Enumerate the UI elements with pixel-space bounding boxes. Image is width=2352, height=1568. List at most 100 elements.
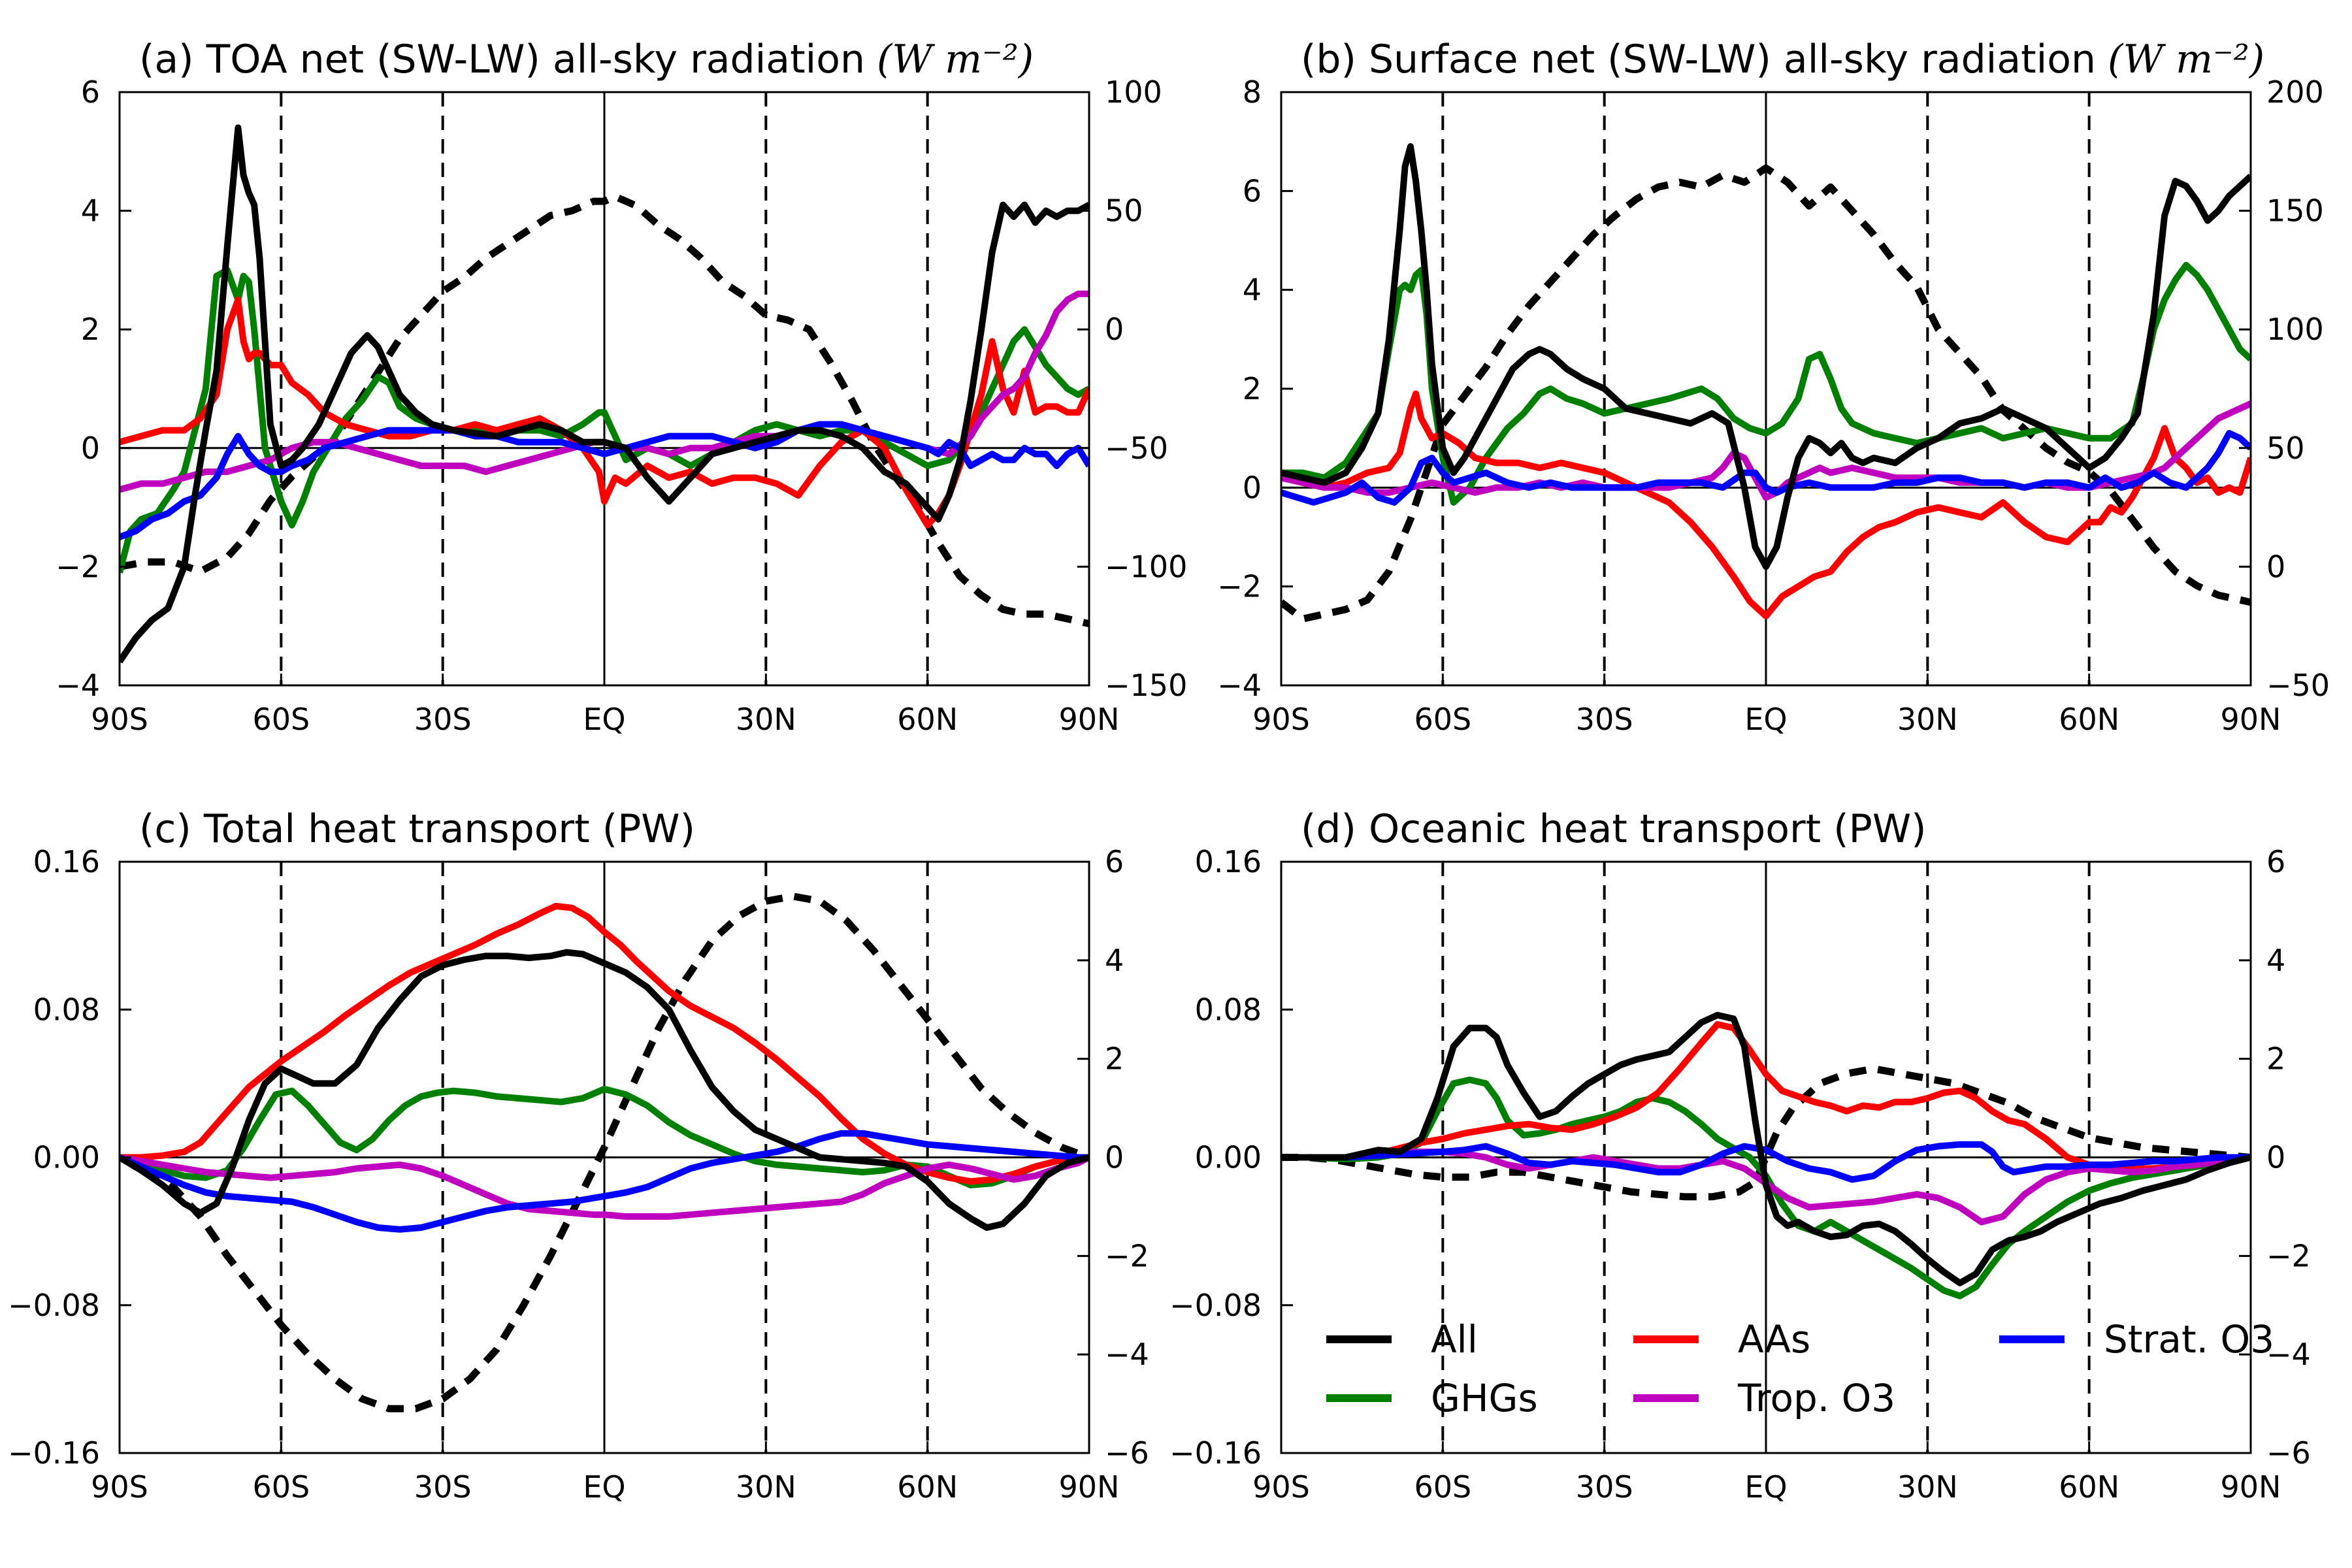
- x-tick-label: 30N: [1897, 1469, 1958, 1505]
- legend-entry-trop-o3: Trop. O3: [1633, 1376, 1895, 1420]
- series-line-all: [1281, 1011, 2251, 1286]
- x-tick-label: 60N: [897, 1469, 958, 1505]
- y2-tick-label: 0: [1105, 1140, 1124, 1175]
- x-tick-label: 60S: [252, 1469, 310, 1505]
- y-tick-label: −0.08: [1169, 1288, 1262, 1323]
- legend: All AAs Strat. O3 GHGs Trop. O3: [1326, 1317, 2274, 1420]
- y2-tick-label: −2: [1105, 1238, 1149, 1273]
- series-line-all: [120, 949, 1089, 1231]
- x-tick-label: EQ: [583, 1469, 625, 1505]
- y2-tick-label: −4: [1105, 1337, 1149, 1372]
- y-tick-label: 0.00: [1195, 1140, 1262, 1175]
- series-group: [120, 892, 1089, 1413]
- series-line-aas: [120, 296, 1089, 529]
- x-tick-label: 30S: [1576, 1469, 1633, 1505]
- x-tick-label: 90S: [1252, 702, 1310, 737]
- panel-title: (b) Surface net (SW-LW) all-sky radiatio…: [1301, 37, 2264, 82]
- x-tick-label: EQ: [583, 702, 625, 737]
- y2-tick-label: 100: [1105, 74, 1162, 110]
- series-line-all: [1281, 143, 2251, 570]
- panel-units: (W m⁻²): [2108, 37, 2264, 82]
- panel-d: 90S 60S 30S EQ 30N 60N 90N −0.16 −0.08 0.00 0.08 0.…: [1169, 806, 2311, 1505]
- y-tick-label: −0.08: [8, 1288, 100, 1323]
- series-line-trop-o3: [1281, 1149, 2251, 1226]
- y2-tick-label: 2: [2266, 1041, 2285, 1077]
- y-tick-label: 2: [1243, 371, 1262, 406]
- y2-tick-label: −6: [1105, 1435, 1149, 1471]
- legend-label: AAs: [1738, 1317, 1810, 1362]
- panel-units: (W m⁻²): [877, 37, 1034, 82]
- series-line-strat-o3: [1281, 430, 2251, 506]
- x-tick-label: 30S: [1576, 702, 1633, 737]
- y-tick-label: 0.16: [33, 844, 100, 879]
- series-group: [1281, 1011, 2251, 1299]
- y-tick-label: 0.16: [1195, 844, 1262, 879]
- y2-tick-label: −150: [1105, 668, 1187, 703]
- legend-label: Trop. O3: [1737, 1376, 1895, 1420]
- series-group: [1281, 143, 2251, 623]
- y2-tick-label: 50: [2266, 431, 2305, 466]
- y-tick-label: 8: [1243, 74, 1262, 110]
- panel-title: (a) TOA net (SW-LW) all-sky radiation (W …: [139, 37, 1034, 82]
- x-tick-label: 30N: [1897, 702, 1958, 737]
- x-tick-label: 60S: [1414, 1469, 1471, 1505]
- x-tick-label: 90S: [91, 702, 148, 737]
- y-tick-label: 0.08: [1195, 992, 1262, 1027]
- y2-tick-label: −50: [1105, 431, 1168, 466]
- x-tick-label: 90N: [1059, 1469, 1120, 1505]
- y2-tick-label: 200: [2266, 74, 2324, 110]
- x-tick-label: 90S: [1252, 1469, 1310, 1505]
- panel-a: 90S 60S 30S EQ 30N 60N 90N −4 −2 0 2 4 6 −150 −100 −50 0…: [56, 37, 1187, 737]
- panel-title: (c) Total heat transport (PW): [139, 806, 695, 852]
- x-tick-label: 90N: [2221, 1469, 2281, 1505]
- legend-entry-strat-o3: Strat. O3: [1999, 1317, 2274, 1362]
- y2-tick-label: 0: [2266, 549, 2285, 584]
- y-tick-label: −4: [56, 668, 100, 703]
- y-tick-label: 0.00: [33, 1140, 100, 1175]
- y2-tick-label: 100: [2266, 312, 2324, 347]
- x-tick-label: 60S: [1414, 702, 1471, 737]
- y-tick-label: 4: [81, 193, 100, 229]
- y-tick-label: 0: [81, 431, 100, 466]
- series-line-total: [120, 892, 1089, 1413]
- x-tick-label: 30S: [414, 702, 472, 737]
- legend-label: All: [1431, 1317, 1478, 1362]
- y-tick-label: 0.08: [33, 992, 100, 1027]
- y2-tick-label: −2: [2266, 1238, 2311, 1273]
- legend-label: GHGs: [1431, 1376, 1538, 1420]
- series-line-strat-o3: [1281, 1141, 2251, 1183]
- y-tick-label: 6: [81, 74, 100, 110]
- x-tick-label: 90N: [2221, 702, 2281, 737]
- y2-tick-label: 0: [2266, 1140, 2285, 1175]
- legend-entry-aas: AAs: [1633, 1317, 1810, 1362]
- y-tick-label: −0.16: [1169, 1435, 1262, 1471]
- y-tick-label: 4: [1243, 272, 1262, 308]
- y-tick-label: 2: [81, 312, 100, 347]
- panel-c: 90S 60S 30S EQ 30N 60N 90N −0.16 −0.08 0.00 0.08 0.…: [8, 806, 1149, 1505]
- x-tick-label: 60N: [2059, 702, 2119, 737]
- y2-tick-label: 2: [1105, 1041, 1124, 1077]
- x-tick-label: EQ: [1744, 1469, 1787, 1505]
- legend-entry-all: All: [1326, 1317, 1478, 1362]
- x-tick-label: 90S: [91, 1469, 148, 1505]
- panel-title: (d) Oceanic heat transport (PW): [1301, 806, 1927, 852]
- x-tick-label: 90N: [1059, 702, 1120, 737]
- x-tick-label: 60S: [252, 702, 310, 737]
- y2-tick-label: −6: [2266, 1435, 2311, 1471]
- x-tick-label: 30S: [414, 1469, 472, 1505]
- y-tick-label: −4: [1217, 668, 1262, 703]
- y-tick-label: −2: [1217, 569, 1262, 604]
- y2-tick-label: −50: [2266, 668, 2330, 703]
- y2-tick-label: 0: [1105, 312, 1124, 347]
- series-group: [120, 124, 1089, 664]
- x-tick-label: EQ: [1744, 702, 1787, 737]
- panel-b: 90S 60S 30S EQ 30N 60N 90N −4 −2 0 2 4 6 8 −50 0 50 100 15…: [1217, 37, 2330, 737]
- x-tick-label: 60N: [2059, 1469, 2119, 1505]
- series-line-trop-o3: [120, 1154, 1089, 1220]
- series-line-all: [120, 124, 1089, 664]
- legend-entry-ghgs: GHGs: [1326, 1376, 1538, 1420]
- y2-tick-label: −4: [2266, 1337, 2311, 1372]
- y2-tick-label: 6: [2266, 844, 2285, 879]
- y-tick-label: 0: [1243, 470, 1262, 505]
